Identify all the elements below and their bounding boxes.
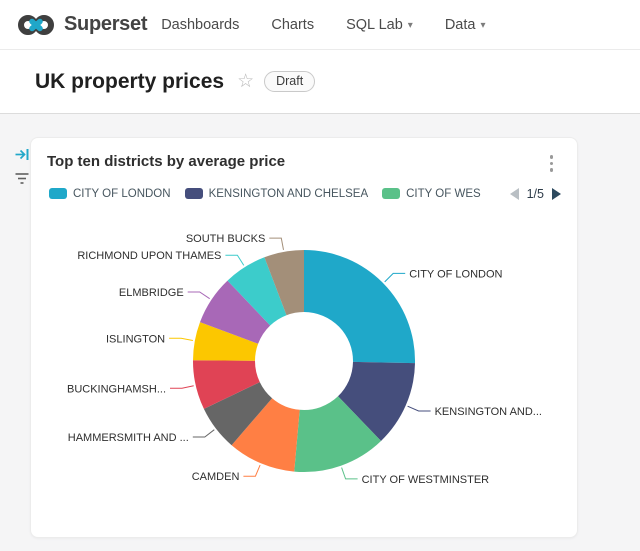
nav-item-dashboards[interactable]: Dashboards xyxy=(161,16,240,33)
chart-card-header: Top ten districts by average price xyxy=(31,138,577,174)
pie-slice[interactable] xyxy=(231,397,300,472)
caret-down-icon: ▾ xyxy=(407,19,413,31)
legend-next-page-icon[interactable] xyxy=(552,187,561,200)
pie-slice[interactable] xyxy=(338,361,415,441)
label-leader-line xyxy=(269,237,284,250)
chart-card: Top ten districts by average price CITY … xyxy=(30,137,578,538)
dashboard-header: UK property prices ☆ Draft xyxy=(0,50,640,114)
legend-swatch xyxy=(382,188,401,199)
status-badge: Draft xyxy=(264,71,316,92)
pie-slice[interactable] xyxy=(192,359,260,409)
nav-item-data[interactable]: Data ▾ xyxy=(444,16,486,33)
nav-item-charts[interactable]: Charts xyxy=(271,16,315,33)
legend-swatch xyxy=(49,188,67,199)
label-leader-line xyxy=(187,291,210,299)
pie-slice[interactable] xyxy=(264,249,304,315)
label-leader-line xyxy=(225,254,245,266)
label-leader-line xyxy=(384,272,406,282)
label-leader-line xyxy=(169,337,193,341)
pie-slice[interactable] xyxy=(304,249,416,363)
chart-title: Top ten districts by average price xyxy=(47,153,286,170)
pie-slice-label: KENSINGTON AND... xyxy=(435,406,542,418)
pie-slice-label: CITY OF WESTMINSTER xyxy=(362,473,490,485)
legend-swatch xyxy=(184,188,203,199)
legend-page-indicator: 1/5 xyxy=(526,186,544,201)
pie-slice[interactable] xyxy=(193,321,259,361)
donut-chart: CITY OF LONDON KENSINGTON AND... CITY OF W… xyxy=(31,206,577,536)
pie-slice[interactable] xyxy=(200,280,271,344)
dashboard-grid: Top ten districts by average price CITY … xyxy=(0,114,640,551)
pie-slice[interactable] xyxy=(203,381,273,445)
legend-item[interactable]: CITY OF WES xyxy=(382,188,481,200)
legend-item[interactable]: KENSINGTON AND CHELSEA xyxy=(184,188,368,200)
pie-slice[interactable] xyxy=(294,395,381,472)
label-leader-line xyxy=(170,384,194,389)
filter-bar-collapsed xyxy=(15,148,29,185)
pie-slice-label: CITY OF LONDON xyxy=(409,268,502,280)
legend-items: CITY OF LONDON KENSINGTON AND CHELSEA CI… xyxy=(49,187,504,201)
superset-logo[interactable]: Superset xyxy=(16,12,147,38)
label-leader-line xyxy=(192,428,215,437)
pie-slice-label: CAMDEN xyxy=(192,471,240,483)
brand-name: Superset xyxy=(64,13,148,35)
pie-slice[interactable] xyxy=(227,256,287,325)
expand-filter-bar-icon[interactable] xyxy=(15,148,29,161)
pie-slice-label: RICHMOND UPON THAMES xyxy=(77,250,221,262)
top-navbar: Superset Dashboards Charts SQL Lab ▾ Dat… xyxy=(0,0,640,50)
caret-down-icon: ▾ xyxy=(480,19,486,31)
nav-item-sql-lab[interactable]: SQL Lab ▾ xyxy=(346,16,413,33)
pie-slice-label: BUCKINGHAMSH... xyxy=(67,383,166,395)
chart-legend: CITY OF LONDON KENSINGTON AND CHELSEA CI… xyxy=(31,187,577,201)
label-leader-line xyxy=(341,466,358,479)
label-leader-line xyxy=(407,405,431,411)
superset-infinity-icon xyxy=(18,14,54,35)
legend-prev-page-icon[interactable] xyxy=(509,187,519,200)
legend-item[interactable]: CITY OF LONDON xyxy=(49,188,171,200)
legend-pager: 1/5 xyxy=(509,186,561,201)
pie-slice-label: ELMBRIDGE xyxy=(119,287,184,299)
pie-slice-label: ISLINGTON xyxy=(106,333,165,345)
page-title: UK property prices xyxy=(35,69,225,93)
main-nav: Dashboards Charts SQL Lab ▾ Data ▾ xyxy=(161,17,485,33)
label-leader-line xyxy=(243,464,261,477)
pie-slice-label: HAMMERSMITH AND ... xyxy=(68,432,189,444)
pie-slice-label: SOUTH BUCKS xyxy=(186,233,265,245)
filter-icon[interactable] xyxy=(15,172,29,185)
kebab-menu-icon[interactable] xyxy=(546,153,558,174)
favorite-star-icon[interactable]: ☆ xyxy=(237,71,255,92)
